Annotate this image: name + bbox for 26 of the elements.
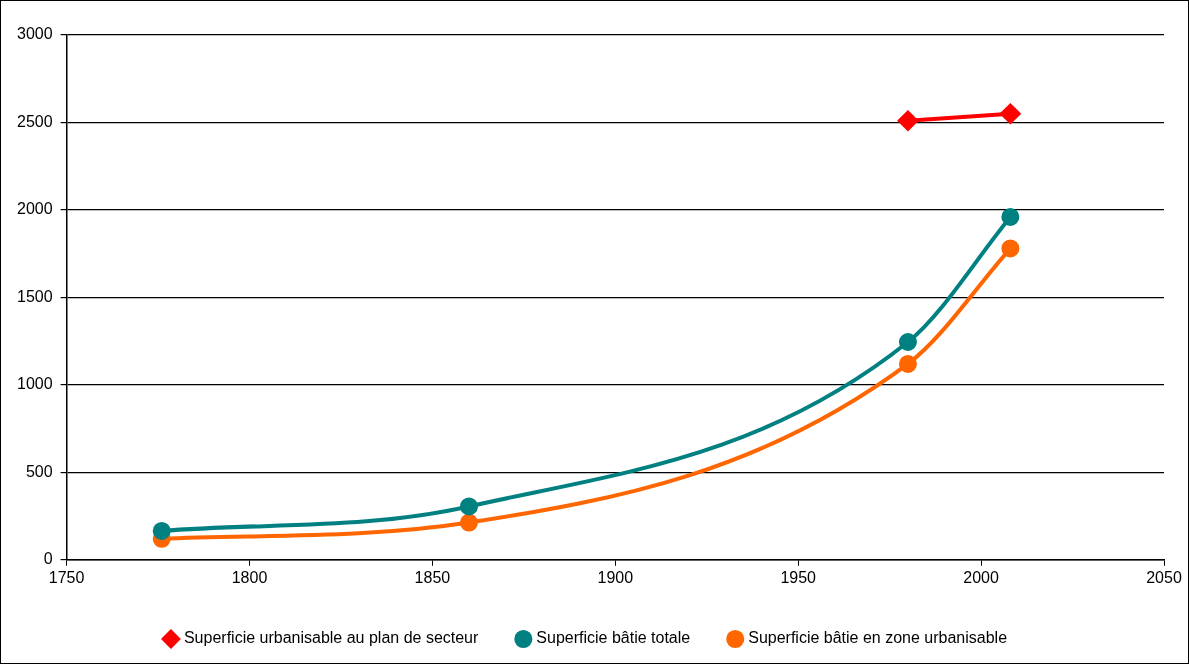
x-tick-label: 1850 [414, 568, 451, 586]
x-tick-label: 2000 [963, 568, 999, 586]
point [1001, 207, 1020, 226]
x-tick-label: 1950 [780, 568, 817, 586]
point [459, 513, 478, 532]
point [1000, 103, 1021, 124]
y-tick-label: 3000 [17, 25, 53, 43]
legend-label: Superficie bâtie en zone urbanisable [748, 629, 1008, 647]
point [459, 497, 478, 516]
x-tick-label: 2050 [1146, 568, 1182, 586]
point [152, 521, 171, 540]
point [898, 333, 917, 352]
y-tick-label: 500 [25, 462, 53, 480]
legend-label: Superficie urbanisable au plan de secteur [183, 629, 480, 647]
point [1001, 239, 1020, 258]
y-tick-label: 2000 [17, 200, 53, 218]
point [897, 110, 918, 131]
y-tick-label: 0 [43, 550, 53, 568]
x-tick-label: 1900 [597, 568, 634, 586]
x-tick-label: 1800 [231, 568, 268, 586]
point [898, 354, 917, 373]
y-tick-label: 2500 [17, 112, 53, 130]
y-tick-label: 1500 [17, 287, 53, 305]
x-tick-label: 1750 [48, 568, 85, 586]
y-tick-label: 1000 [17, 375, 53, 393]
legend-label: Superficie bâtie totale [536, 629, 691, 647]
